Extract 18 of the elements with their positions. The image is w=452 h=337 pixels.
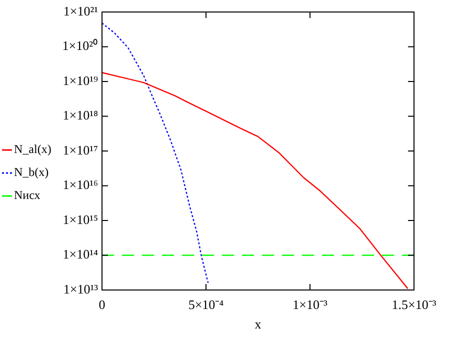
y-tick-label: 1×10¹⁹ [62,72,98,88]
x-axis-title: x [254,316,262,332]
legend-label: N_b(x) [14,165,49,180]
x-tick-label: 0 [98,297,106,312]
x-tick-label: 1×10⁻³ [292,297,328,312]
legend-label: N_al(x) [14,142,52,157]
y-tick-label: 1×10¹⁴ [62,246,98,262]
y-tick-label: 1×10¹³ [63,281,98,296]
y-tick-label: 1×10¹⁵ [62,212,98,227]
x-tick-label: 5×10⁻⁴ [188,297,224,312]
y-tick-label: 1×10¹⁸ [62,108,98,123]
y-tick-label: 1×10¹⁶ [62,177,98,192]
x-tick-label: 1.5×10⁻³ [392,297,436,312]
y-tick-label: 1×10²¹ [63,3,98,18]
line-series [102,22,209,284]
y-tick-label: 1×10²⁰ [62,38,98,54]
y-tick-label: 1×10¹⁷ [62,142,98,158]
legend-label: Nисх [14,188,40,203]
